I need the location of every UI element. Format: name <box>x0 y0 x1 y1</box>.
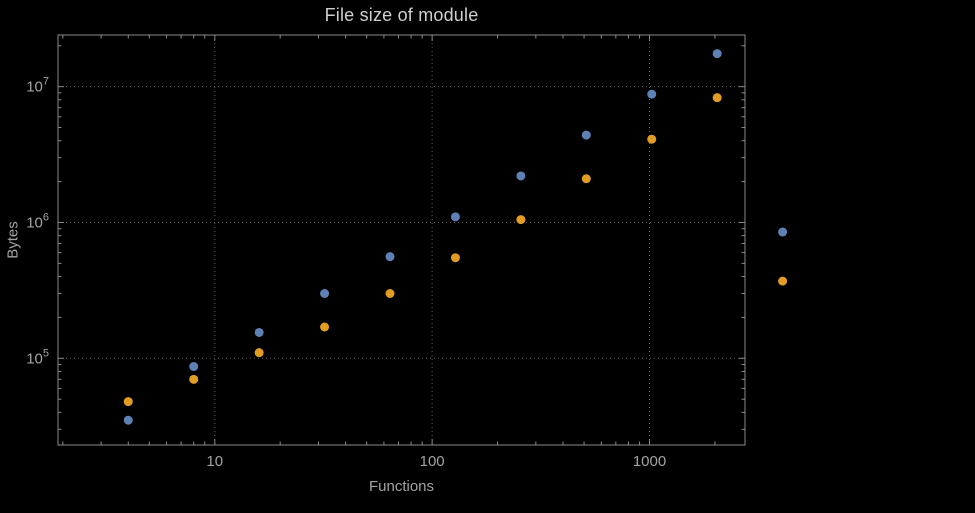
y-tick-label: 107 <box>26 76 49 96</box>
data-point-series-1-blue <box>189 362 199 372</box>
data-point-series-2-orange <box>712 93 722 103</box>
x-tick-label: 1000 <box>633 453 666 470</box>
data-point-series-2-orange <box>385 288 395 298</box>
data-point-series-1-blue <box>385 252 395 262</box>
data-point-series-1-blue <box>450 212 460 222</box>
data-point-series-1-blue <box>123 415 133 425</box>
chart-title: File size of module <box>324 5 479 25</box>
data-point-series-2-orange <box>516 215 526 225</box>
data-point-series-1-blue <box>581 130 591 140</box>
x-axis-label: Functions <box>368 478 435 495</box>
data-point-series-1-blue <box>778 227 788 237</box>
y-tick-label: 106 <box>26 211 49 231</box>
data-point-series-2-orange <box>254 348 264 358</box>
plot-frame <box>57 34 746 446</box>
data-point-series-2-orange <box>189 374 199 384</box>
data-point-series-2-orange <box>581 174 591 184</box>
data-point-series-2-orange <box>778 276 788 286</box>
data-point-series-1-blue <box>516 171 526 181</box>
y-tick-label: 105 <box>26 347 49 367</box>
y-axis-label: Bytes <box>4 221 22 259</box>
data-point-series-1-blue <box>320 288 330 298</box>
data-point-series-2-orange <box>123 397 133 407</box>
x-tick-label: 10 <box>206 453 223 470</box>
data-point-series-2-orange <box>647 134 657 144</box>
data-point-series-1-blue <box>647 89 657 99</box>
data-point-series-2-orange <box>320 322 330 332</box>
data-point-series-1-blue <box>254 327 264 337</box>
data-point-series-2-orange <box>450 253 460 263</box>
x-tick-label: 100 <box>420 453 445 470</box>
data-point-series-1-blue <box>712 49 722 59</box>
